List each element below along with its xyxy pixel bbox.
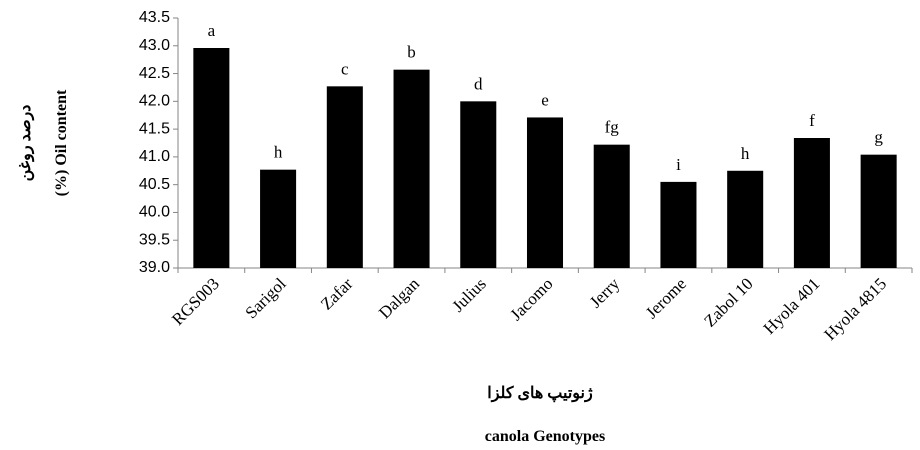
y-tick-label: 41.5 xyxy=(139,120,170,137)
bar xyxy=(593,144,630,268)
bar xyxy=(860,154,897,268)
x-tick-label: Zabol 10 xyxy=(700,274,757,331)
significance-letter: fg xyxy=(605,118,620,137)
significance-letter: d xyxy=(474,74,483,93)
significance-letter: h xyxy=(741,144,750,163)
x-tick-label: Jerome xyxy=(642,274,690,322)
bar xyxy=(260,169,297,268)
y-tick-label: 40.5 xyxy=(139,176,170,193)
x-axis-title: canola Genotypes xyxy=(485,428,605,445)
significance-letter: c xyxy=(341,59,349,78)
significance-letter: b xyxy=(407,43,416,62)
y-tick-label: 40.0 xyxy=(139,204,170,221)
y-tick-label: 43.0 xyxy=(139,37,170,54)
x-tick-label: Dalgan xyxy=(375,274,424,323)
y-axis-title-fa: درصد روغن xyxy=(17,105,35,182)
x-tick-label: Sarigol xyxy=(242,274,290,322)
bar xyxy=(526,117,564,268)
bar xyxy=(393,69,430,269)
significance-letter: a xyxy=(208,21,216,40)
x-tick-label: Hyola 401 xyxy=(760,274,824,338)
significance-letter: f xyxy=(809,111,815,130)
bar xyxy=(727,170,764,268)
bar xyxy=(326,86,363,268)
bar xyxy=(460,101,497,268)
x-tick-label: RGS003 xyxy=(168,274,223,329)
significance-letter: e xyxy=(541,90,549,109)
y-axis-title: (%) Oil content xyxy=(53,89,70,196)
significance-letter: g xyxy=(874,128,883,147)
y-tick-label: 42.0 xyxy=(139,93,170,110)
significance-letter: h xyxy=(274,143,283,162)
bar xyxy=(193,48,230,268)
bar xyxy=(793,138,830,268)
x-tick-label: Julius xyxy=(448,274,489,315)
x-tick-label: Jerry xyxy=(586,274,624,312)
x-axis-title-fa: ژنوتیپ های کلزا xyxy=(487,385,593,403)
x-tick-label: Zafar xyxy=(317,274,357,314)
bar xyxy=(660,181,697,268)
y-tick-label: 42.5 xyxy=(139,65,170,82)
y-tick-label: 43.5 xyxy=(139,9,170,26)
y-tick-label: 39.5 xyxy=(139,231,170,248)
y-tick-label: 41.0 xyxy=(139,148,170,165)
y-tick-label: 39.0 xyxy=(139,259,170,276)
x-tick-label: Jacomo xyxy=(506,274,556,324)
x-tick-label: Hyola 4815 xyxy=(820,274,890,344)
significance-letter: i xyxy=(676,155,681,174)
